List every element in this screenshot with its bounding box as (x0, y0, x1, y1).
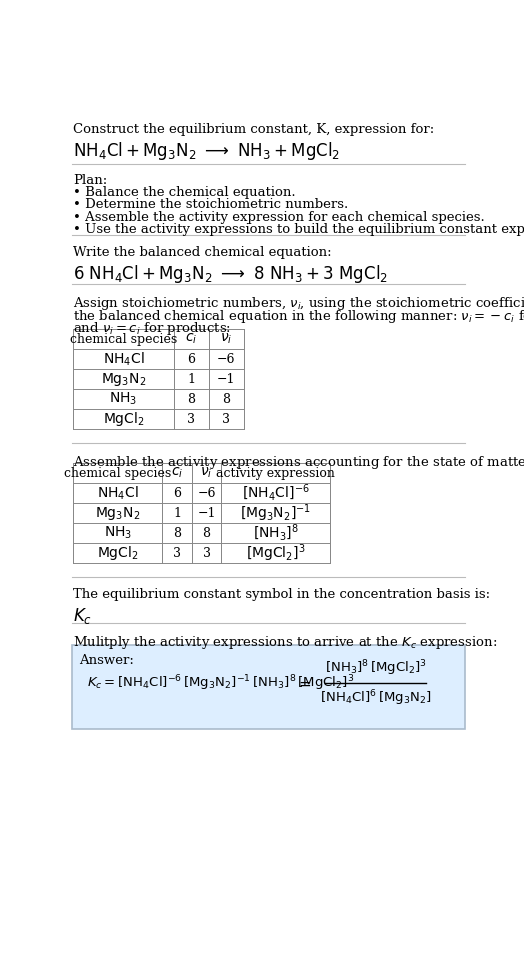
Text: $\mathrm{MgCl_2}$: $\mathrm{MgCl_2}$ (103, 410, 145, 428)
Text: $=$: $=$ (297, 676, 312, 691)
Text: Answer:: Answer: (80, 654, 134, 667)
Text: $\nu_i$: $\nu_i$ (200, 466, 213, 481)
Text: $c_i$: $c_i$ (171, 466, 183, 481)
Text: the balanced chemical equation in the following manner: $\nu_i = -c_i$ for react: the balanced chemical equation in the fo… (73, 308, 524, 324)
Text: Construct the equilibrium constant, K, expression for:: Construct the equilibrium constant, K, e… (73, 124, 434, 136)
Text: −6: −6 (198, 486, 216, 500)
Text: $[\mathrm{Mg_3N_2}]^{-1}$: $[\mathrm{Mg_3N_2}]^{-1}$ (240, 503, 311, 524)
Text: 1: 1 (173, 507, 181, 519)
Text: 1: 1 (188, 372, 195, 386)
Text: 3: 3 (173, 546, 181, 560)
Text: Assemble the activity expressions accounting for the state of matter and $\nu_i$: Assemble the activity expressions accoun… (73, 454, 524, 471)
Text: • Use the activity expressions to build the equilibrium constant expression.: • Use the activity expressions to build … (73, 223, 524, 235)
Text: $\mathrm{MgCl_2}$: $\mathrm{MgCl_2}$ (97, 544, 139, 563)
Text: The equilibrium constant symbol in the concentration basis is:: The equilibrium constant symbol in the c… (73, 588, 490, 601)
Text: −6: −6 (217, 352, 236, 366)
Text: • Balance the chemical equation.: • Balance the chemical equation. (73, 186, 296, 199)
Text: Write the balanced chemical equation:: Write the balanced chemical equation: (73, 246, 332, 259)
Text: $\mathrm{6\ NH_4Cl + Mg_3N_2\ \longrightarrow\ 8\ NH_3 + 3\ MgCl_2}$: $\mathrm{6\ NH_4Cl + Mg_3N_2\ \longright… (73, 262, 388, 285)
Text: $[\mathrm{NH_4Cl}]^{6}\,[\mathrm{Mg_3N_2}]$: $[\mathrm{NH_4Cl}]^{6}\,[\mathrm{Mg_3N_2… (320, 688, 431, 707)
Text: $\mathrm{NH_3}$: $\mathrm{NH_3}$ (110, 391, 138, 407)
Text: $\mathrm{Mg_3N_2}$: $\mathrm{Mg_3N_2}$ (95, 505, 140, 522)
Text: and $\nu_i = c_i$ for products:: and $\nu_i = c_i$ for products: (73, 319, 231, 337)
Text: $K_c$: $K_c$ (73, 606, 92, 626)
FancyBboxPatch shape (72, 645, 465, 730)
Text: 3: 3 (203, 546, 211, 560)
Text: • Determine the stoichiometric numbers.: • Determine the stoichiometric numbers. (73, 198, 348, 211)
Text: $\mathrm{NH_4Cl}$: $\mathrm{NH_4Cl}$ (97, 484, 139, 502)
Text: activity expression: activity expression (216, 467, 335, 480)
Text: 3: 3 (188, 413, 195, 426)
Text: 8: 8 (173, 527, 181, 539)
Text: Assign stoichiometric numbers, $\nu_i$, using the stoichiometric coefficients, $: Assign stoichiometric numbers, $\nu_i$, … (73, 295, 524, 313)
Text: $[\mathrm{MgCl_2}]^{3}$: $[\mathrm{MgCl_2}]^{3}$ (246, 542, 305, 564)
Text: $\mathrm{NH_4Cl}$: $\mathrm{NH_4Cl}$ (103, 350, 145, 368)
Text: • Assemble the activity expression for each chemical species.: • Assemble the activity expression for e… (73, 210, 485, 224)
Text: −1: −1 (217, 372, 236, 386)
Text: −1: −1 (198, 507, 216, 519)
Text: 6: 6 (173, 486, 181, 500)
Text: $[\mathrm{NH_4Cl}]^{-6}$: $[\mathrm{NH_4Cl}]^{-6}$ (242, 482, 309, 504)
Text: chemical species: chemical species (70, 333, 177, 345)
Text: $[\mathrm{NH_3}]^{8}\,[\mathrm{MgCl_2}]^{3}$: $[\mathrm{NH_3}]^{8}\,[\mathrm{MgCl_2}]^… (324, 659, 427, 678)
Text: $\mathrm{NH_3}$: $\mathrm{NH_3}$ (104, 525, 132, 541)
Text: $c_i$: $c_i$ (185, 332, 198, 346)
Text: $\mathrm{NH_4Cl + Mg_3N_2\ \longrightarrow\ NH_3 + MgCl_2}$: $\mathrm{NH_4Cl + Mg_3N_2\ \longrightarr… (73, 141, 341, 162)
Text: $\nu_i$: $\nu_i$ (220, 332, 233, 346)
Text: $[\mathrm{NH_3}]^{8}$: $[\mathrm{NH_3}]^{8}$ (253, 523, 299, 543)
Text: Plan:: Plan: (73, 174, 107, 186)
Text: 8: 8 (203, 527, 211, 539)
Text: Mulitply the activity expressions to arrive at the $K_c$ expression:: Mulitply the activity expressions to arr… (73, 634, 497, 651)
Text: 8: 8 (222, 393, 231, 405)
Text: $\mathrm{Mg_3N_2}$: $\mathrm{Mg_3N_2}$ (101, 371, 146, 388)
Text: chemical species: chemical species (64, 467, 171, 480)
Text: 8: 8 (188, 393, 195, 405)
Text: $K_c = [\mathrm{NH_4Cl}]^{-6}\,[\mathrm{Mg_3N_2}]^{-1}\,[\mathrm{NH_3}]^{8}\,[\m: $K_c = [\mathrm{NH_4Cl}]^{-6}\,[\mathrm{… (87, 674, 354, 693)
Text: 6: 6 (188, 352, 195, 366)
Text: 3: 3 (222, 413, 231, 426)
